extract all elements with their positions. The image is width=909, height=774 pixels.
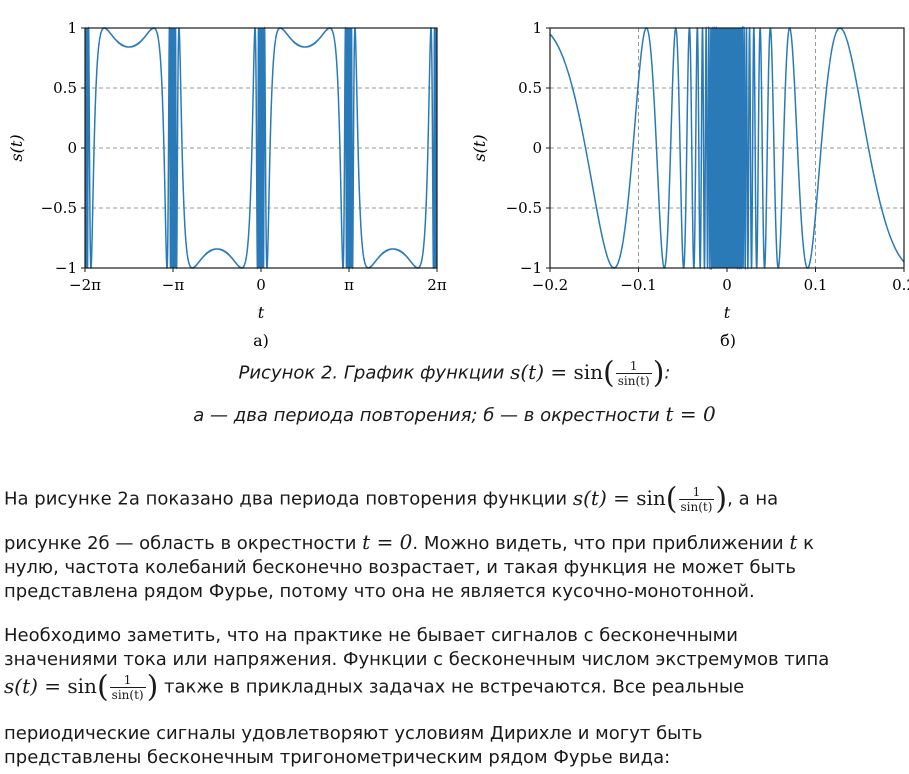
x-axis-label: t bbox=[724, 303, 731, 322]
x-tick-label: 0 bbox=[722, 276, 732, 294]
y-tick-label: 0.5 bbox=[518, 79, 542, 97]
y-axis-label: s(t) bbox=[470, 134, 489, 161]
inline-formula-2: s(t) = sin(1 sin(t)) bbox=[4, 669, 159, 704]
y-tick-label: 0 bbox=[67, 139, 77, 157]
y-tick-label: 0 bbox=[532, 139, 542, 157]
paragraph-1-cont: рисунке 2б — область в окрестности t = 0… bbox=[4, 530, 814, 602]
chart-two-periods: −2π −π 0 π 2π 1 0.5 0 −0.5 −1 t s(t) а) bbox=[7, 19, 447, 350]
caption-text-2: а — два периода повторения; б — в окрест… bbox=[193, 405, 660, 426]
y-tick-label: −1 bbox=[520, 259, 542, 277]
paragraph-2-cont: s(t) = sin(1 sin(t)) также в прикладных з… bbox=[4, 669, 745, 704]
x-tick-label: −0.1 bbox=[620, 276, 656, 294]
x-tick-label: −2π bbox=[69, 276, 101, 294]
inline-formula: s(t) = sin(1 sin(t)) bbox=[572, 481, 728, 516]
subplot-label-b: б) bbox=[720, 331, 736, 350]
function-curve bbox=[85, 26, 437, 270]
subplot-label-a: а) bbox=[253, 331, 269, 350]
x-tick-label: 2π bbox=[427, 276, 447, 294]
paragraph-2: Необходимо заметить, что на практике не … bbox=[4, 625, 830, 670]
x-axis-label: t bbox=[258, 303, 265, 322]
y-tick-label: −0.5 bbox=[506, 199, 542, 217]
x-tick-label: −π bbox=[162, 276, 185, 294]
paragraph-2-end: периодические сигналы удовлетворяют усло… bbox=[4, 723, 703, 768]
y-tick-label: −0.5 bbox=[41, 199, 77, 217]
chart-zero-neighborhood: −0.2 −0.1 0 0.1 0.2 1 0.5 0 −0.5 −1 t s(t) б) bbox=[470, 19, 909, 350]
figure-caption-line2: а — два периода повторения; б — в окрест… bbox=[0, 402, 909, 426]
y-tick-label: 1 bbox=[532, 19, 542, 37]
caption-t-zero: t = 0 bbox=[665, 402, 716, 426]
x-tick-label: 0.1 bbox=[804, 276, 828, 294]
y-axis-label: s(t) bbox=[7, 134, 26, 161]
figure-caption-line1: Рисунок 2. График функции s(t) = sin(1 si… bbox=[238, 355, 671, 390]
x-tick-label: π bbox=[344, 276, 354, 294]
function-curve bbox=[550, 26, 904, 270]
x-tick-label: −0.2 bbox=[532, 276, 568, 294]
y-tick-label: 0.5 bbox=[53, 79, 77, 97]
x-tick-label: 0 bbox=[256, 276, 266, 294]
caption-text: Рисунок 2. График функции bbox=[238, 362, 505, 384]
caption-formula: s(t) = sin(1 sin(t)) bbox=[510, 355, 665, 390]
y-tick-label: −1 bbox=[55, 259, 77, 277]
paragraph-1: На рисунке 2а показано два периода повто… bbox=[4, 481, 779, 516]
y-tick-label: 1 bbox=[67, 19, 77, 37]
x-tick-label: 0.2 bbox=[892, 276, 909, 294]
